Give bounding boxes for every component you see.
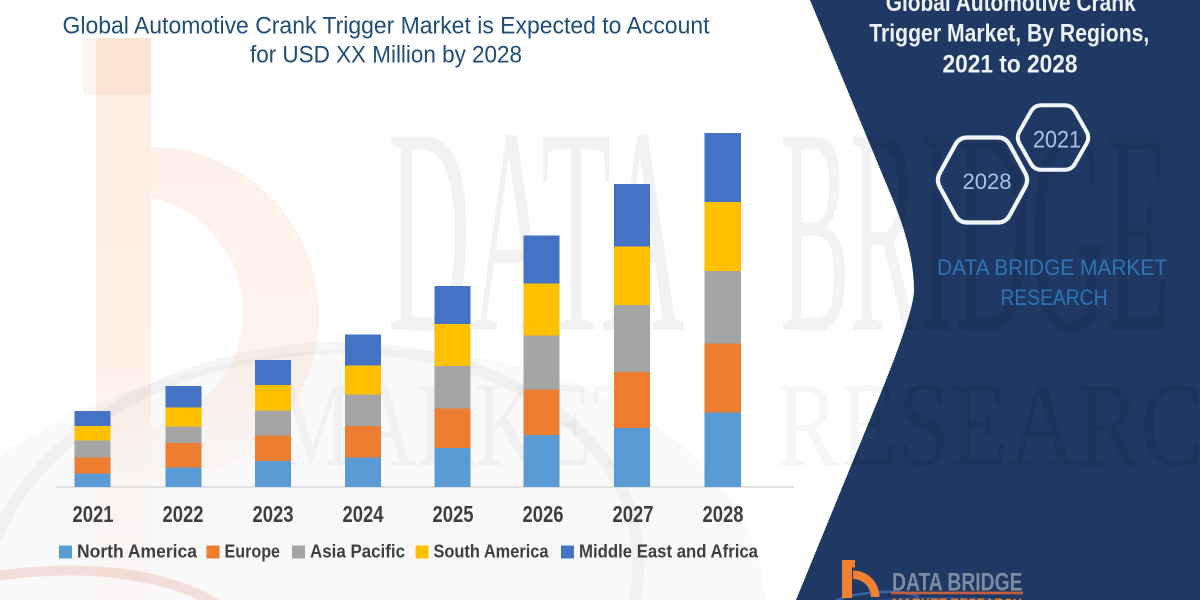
svg-text:Trigger Market, By Regions,: Trigger Market, By Regions,: [869, 20, 1149, 48]
svg-text:for USD XX Million by 2028: for USD XX Million by 2028: [250, 42, 522, 69]
svg-text:2024: 2024: [343, 501, 384, 527]
svg-text:Middle East and Africa: Middle East and Africa: [579, 542, 759, 562]
svg-text:2021: 2021: [1033, 127, 1081, 154]
svg-text:Global Automotive Crank Trigge: Global Automotive Crank Trigger Market i…: [63, 13, 710, 40]
svg-text:2028: 2028: [963, 169, 1012, 194]
svg-text:2026: 2026: [523, 501, 564, 527]
svg-text:2022: 2022: [163, 501, 204, 527]
svg-text:2028: 2028: [703, 501, 744, 527]
svg-text:North America: North America: [77, 542, 198, 562]
svg-text:Europe: Europe: [225, 542, 281, 562]
svg-text:Asia Pacific: Asia Pacific: [310, 542, 405, 562]
svg-text:South America: South America: [434, 542, 550, 562]
svg-text:MARKET RESEARCH: MARKET RESEARCH: [892, 596, 1022, 600]
svg-text:DATA BRIDGE MARKET: DATA BRIDGE MARKET: [937, 255, 1167, 280]
svg-text:2027: 2027: [613, 501, 654, 527]
svg-text:RESEARCH: RESEARCH: [1001, 285, 1108, 310]
svg-text:Global Automotive Crank: Global Automotive Crank: [886, 0, 1136, 17]
svg-text:2021: 2021: [73, 501, 114, 527]
svg-text:2023: 2023: [253, 501, 294, 527]
svg-text:2021 to 2028: 2021 to 2028: [943, 51, 1078, 79]
svg-text:2025: 2025: [433, 501, 474, 527]
